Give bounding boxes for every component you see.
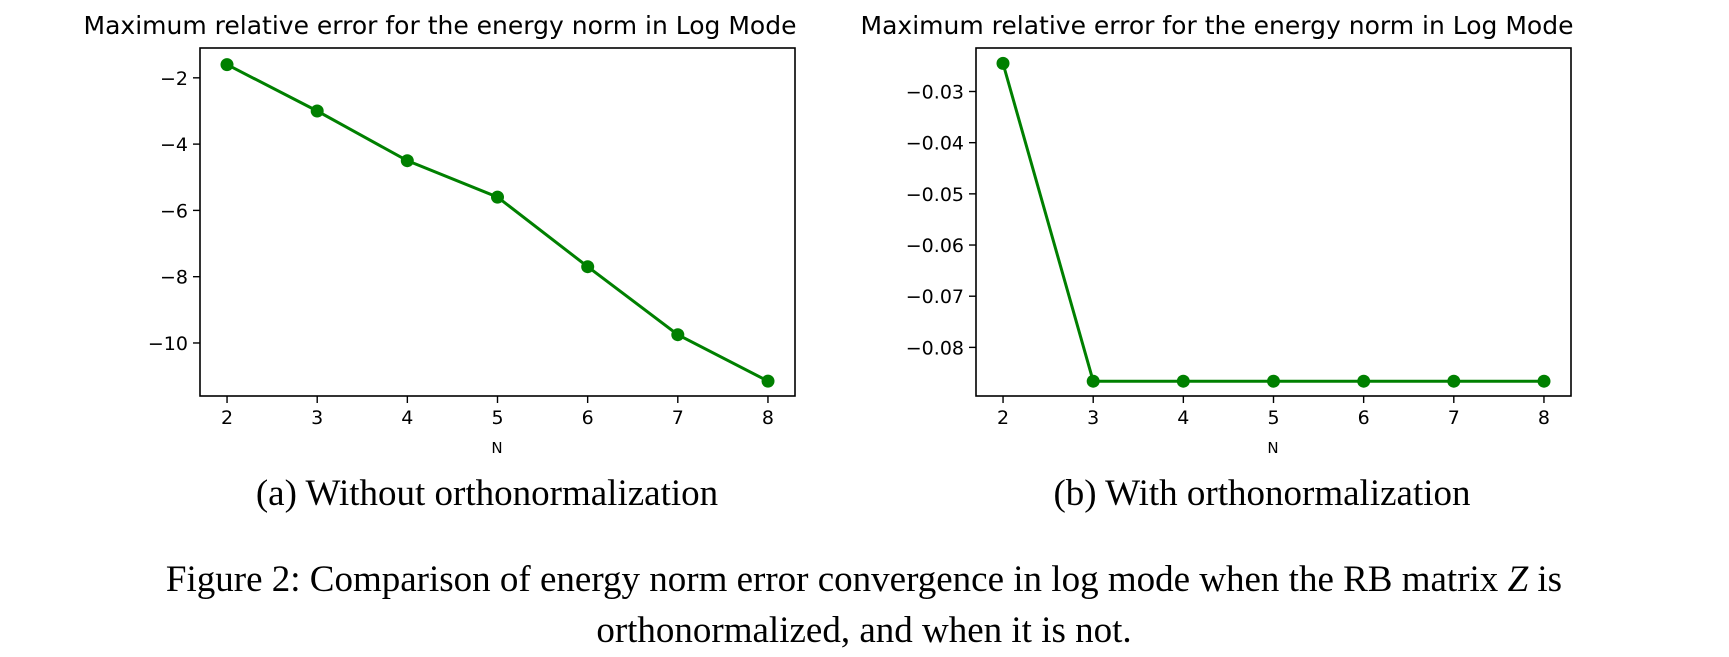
y-tick-label: −0.05 (906, 184, 964, 206)
data-point (761, 374, 775, 388)
y-tick-label: −0.04 (906, 133, 964, 155)
data-point (996, 56, 1010, 70)
data-point (1176, 374, 1190, 388)
y-tick-label: −0.06 (906, 235, 964, 257)
data-point (1267, 374, 1280, 388)
chart-panel-b: Maximum relative error for the energy no… (861, 11, 1574, 514)
x-tick-label: 4 (401, 407, 413, 429)
x-tick-label: 6 (1358, 407, 1370, 429)
data-point (1086, 374, 1100, 388)
data-point (400, 154, 414, 168)
x-tick-label: 8 (1538, 407, 1550, 429)
y-axis: −0.03 −0.04 −0.05 −0.06 −0.07 −0.08 (906, 82, 976, 359)
y-axis: −2 −4 −6 −8 −10 (148, 68, 200, 355)
data-point (1357, 374, 1371, 388)
y-tick-label: −10 (148, 333, 188, 355)
plot-frame (975, 47, 1572, 397)
caption-matrix-variable: Z (1508, 559, 1529, 600)
y-tick-label: −0.03 (906, 82, 964, 104)
x-tick-label: 7 (672, 407, 684, 429)
figure-caption-line-2: orthonormalized, and when it is not. (596, 610, 1131, 651)
x-axis-label: N (1267, 439, 1278, 457)
data-series (220, 58, 775, 388)
x-tick-label: 4 (1177, 407, 1189, 429)
y-tick-label: −4 (160, 134, 188, 156)
x-tick-label: 6 (582, 407, 594, 429)
x-axis: 2 3 4 5 6 7 8 (997, 396, 1550, 429)
data-point (1447, 374, 1461, 388)
y-tick-label: −0.08 (906, 337, 964, 359)
y-tick-label: −8 (160, 267, 188, 289)
data-point (1537, 374, 1551, 388)
data-point (581, 260, 595, 274)
data-point (220, 58, 234, 72)
x-tick-label: 2 (221, 407, 233, 429)
subfigure-caption-a: (a) Without orthonormalization (256, 473, 718, 514)
x-axis: 2 3 4 5 6 7 8 (221, 396, 774, 429)
x-tick-label: 5 (491, 407, 503, 429)
plot-frame (199, 47, 796, 397)
series-line (1001, 62, 1544, 383)
data-point (310, 104, 324, 118)
x-axis-label: N (491, 439, 502, 457)
data-point (491, 190, 504, 204)
x-tick-label: 3 (311, 407, 323, 429)
series-line (226, 63, 769, 383)
data-point (671, 328, 685, 342)
figure-caption-line-1: Figure 2: Comparison of energy norm erro… (166, 559, 1562, 600)
x-tick-label: 3 (1087, 407, 1099, 429)
caption-text-end: is (1528, 559, 1562, 600)
x-tick-label: 8 (762, 407, 774, 429)
chart-title: Maximum relative error for the energy no… (861, 11, 1574, 40)
subfigure-caption-b: (b) With orthonormalization (1053, 473, 1470, 514)
x-tick-label: 5 (1267, 407, 1279, 429)
x-tick-label: 7 (1448, 407, 1460, 429)
data-series (996, 56, 1551, 388)
y-tick-label: −0.07 (906, 286, 964, 308)
y-tick-label: −2 (160, 68, 188, 90)
caption-text-start: Figure 2: Comparison of energy norm erro… (166, 559, 1508, 600)
chart-title: Maximum relative error for the energy no… (84, 11, 797, 40)
chart-panel-a: Maximum relative error for the energy no… (84, 11, 797, 514)
x-tick-label: 2 (997, 407, 1009, 429)
y-tick-label: −6 (160, 200, 188, 222)
